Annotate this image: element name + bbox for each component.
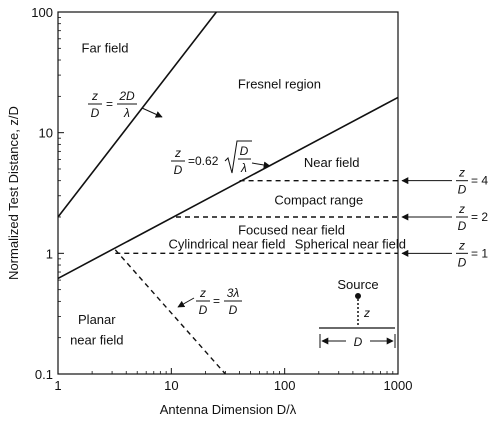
y-tick-label: 1 [46,246,53,261]
region-labels: Far field Fresnel region Near field Compact… [70,40,406,347]
planar-eq-arrow [177,297,195,308]
fresnel-equation: z D =0.62 D λ [171,140,271,177]
far-field-equation: z D = 2D λ [88,89,163,120]
right-label-den: D [458,183,467,197]
x-tick-label: 1 [54,378,61,393]
region-label: Spherical near field [295,237,406,252]
source-dot [355,293,361,299]
region-label: Compact range [274,192,363,207]
plot-frame [57,11,399,375]
right-label-den: D [458,255,467,269]
fresnel-eq-lhs-den: D [174,163,183,177]
y-tick-label: 10 [39,126,53,141]
x-axis-title: Antenna Dimension D/λ [160,402,297,417]
far-eq-lhs-num: z [91,89,98,103]
region-label: Planar [78,312,116,327]
region-label: Cylindrical near field [168,237,285,252]
far-eq-lhs-den: D [91,106,100,120]
planar-eq-sign: = [213,294,220,308]
region-label: near field [70,332,123,347]
fresnel-eq-lhs-num: z [174,146,181,160]
far-eq-sign: = [106,97,113,111]
right-label-num: z [458,166,465,180]
planar-eq-rhs-num: 3λ [227,286,240,300]
region-label: Focused near field [238,222,345,237]
right-label-value: = 1 [471,246,488,260]
inset-source-label: Source [337,277,378,292]
right-label-num: z [458,202,465,216]
far-eq-rhs-den: λ [123,106,130,120]
fresnel-eq-rad-den: λ [240,161,247,175]
x-tick-label: 100 [274,378,296,393]
x-tick-label: 1000 [384,378,413,393]
region-label: Fresnel region [238,77,321,92]
region-label: Far field [82,40,129,55]
far-eq-rhs-num: 2D [118,89,135,103]
source-inset: Source z D [319,277,396,349]
planar-equation: z D = 3λ D [177,286,242,317]
far-eq-arrow [141,107,163,118]
y-tick-label: 0.1 [35,367,53,382]
x-tick-label: 10 [164,378,178,393]
y-tick-label: 100 [31,5,53,20]
right-label-den: D [458,219,467,233]
planar-eq-rhs-den: D [229,303,238,317]
right-labels: zD= 4zD= 2zD= 1 [401,166,488,269]
right-label-num: z [458,238,465,252]
planar-eq-lhs-den: D [199,303,208,317]
region-label: Near field [304,155,360,170]
series-layer [57,11,399,375]
fresnel-eq-rad-num: D [240,144,249,158]
right-label-value: = 4 [471,174,488,188]
series-planar-line [114,249,226,375]
inset-d-label: D [354,335,363,349]
planar-eq-lhs-num: z [199,286,206,300]
fresnel-eq-radical [224,140,252,174]
right-label-value: = 2 [471,210,488,224]
fresnel-eq-arrow [251,161,271,169]
fresnel-eq-sign: =0.62 [188,154,219,168]
y-axis-title: Normalized Test Distance, z/D [6,106,21,280]
series-fresnel-line [57,96,399,280]
inset-z-label: z [363,306,370,320]
series-far-line [57,11,218,218]
